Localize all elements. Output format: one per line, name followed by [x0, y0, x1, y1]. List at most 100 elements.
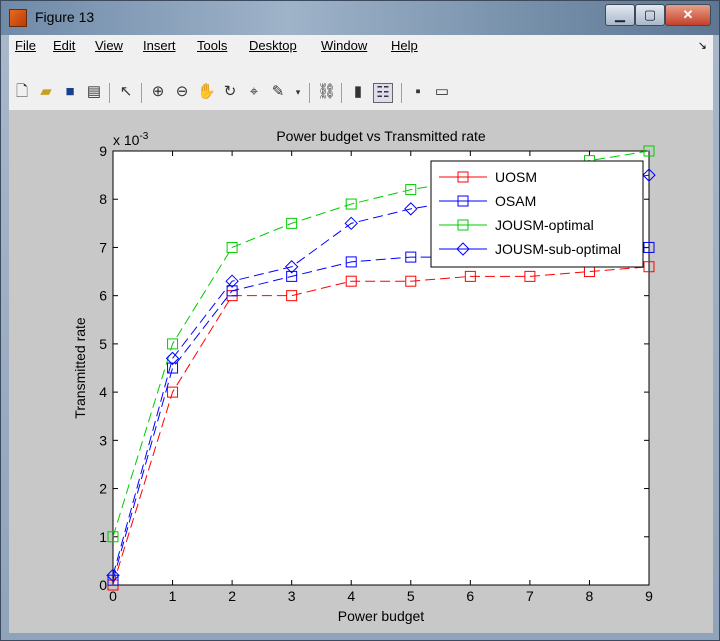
- x-tick-label: 1: [169, 588, 177, 604]
- data-point: [167, 362, 179, 374]
- chart-title: Power budget vs Transmitted rate: [276, 128, 486, 144]
- new-figure-icon[interactable]: 🗋: [15, 83, 29, 100]
- menu-desktop[interactable]: Desktop: [249, 38, 297, 53]
- save-icon[interactable]: ■: [65, 83, 75, 100]
- menu-tools[interactable]: Tools: [197, 38, 227, 53]
- close-button[interactable]: ✕: [665, 4, 711, 26]
- menu-tools-label: Tools: [197, 38, 228, 53]
- print-icon[interactable]: ▤: [86, 83, 102, 100]
- data-point: [106, 568, 120, 583]
- data-point: [345, 275, 357, 287]
- title-bar[interactable]: Figure 13 ▁ ▢ ✕: [1, 1, 719, 35]
- data-point: [643, 261, 655, 273]
- y-tick-label: 2: [99, 481, 107, 497]
- x-axis-label: Power budget: [338, 608, 425, 624]
- menu-overflow-icon[interactable]: ↘: [697, 40, 707, 52]
- zoom-out-icon[interactable]: ⊖: [175, 83, 189, 100]
- minimize-button[interactable]: ▁: [605, 4, 635, 26]
- x-tick-label: 8: [586, 588, 594, 604]
- data-point: [464, 270, 476, 282]
- menu-edit[interactable]: Edit: [53, 38, 75, 53]
- data-point: [226, 241, 238, 253]
- data-cursor-icon[interactable]: ⌖: [249, 83, 259, 100]
- legend-marker: [457, 219, 469, 231]
- data-point: [344, 216, 358, 231]
- rotate-3d-icon[interactable]: ↻: [223, 83, 237, 100]
- toolbar-separator: [141, 83, 142, 103]
- legend-marker: [457, 195, 469, 207]
- data-point: [405, 184, 417, 196]
- data-point: [642, 168, 656, 182]
- data-point: [284, 260, 299, 274]
- y-tick-label: 8: [99, 191, 107, 207]
- data-point: [286, 270, 298, 282]
- menu-bar: File Edit View Insert Tools Desktop Wind…: [9, 35, 713, 57]
- y-tick-label: 7: [99, 239, 107, 255]
- data-point: [167, 386, 179, 398]
- data-point: [226, 285, 238, 297]
- colorbar-icon[interactable]: ▮: [353, 83, 363, 100]
- data-point: [643, 145, 655, 157]
- show-plot-tools-icon[interactable]: ▭: [434, 83, 450, 100]
- pan-icon[interactable]: ✋: [197, 83, 216, 100]
- x-tick-label: 6: [466, 588, 474, 604]
- data-point: [286, 290, 298, 302]
- legend-marker: [457, 171, 469, 183]
- minimize-icon: ▁: [615, 7, 625, 22]
- data-point: [524, 270, 536, 282]
- zoom-in-icon[interactable]: ⊕: [151, 83, 165, 100]
- edit-pointer-icon[interactable]: ↖: [119, 83, 133, 100]
- menu-window[interactable]: Window: [321, 38, 367, 53]
- x-tick-label: 4: [347, 588, 355, 604]
- maximize-button[interactable]: ▢: [635, 4, 665, 26]
- legend-marker: [456, 242, 470, 256]
- legend-label: UOSM: [495, 169, 537, 185]
- legend-icon[interactable]: ☷: [373, 83, 393, 103]
- menu-insert[interactable]: Insert: [143, 38, 176, 53]
- matlab-icon: [9, 9, 27, 27]
- data-point: [107, 531, 119, 543]
- y-tick-label: 5: [99, 336, 107, 352]
- x-tick-label: 3: [288, 588, 296, 604]
- menu-help[interactable]: Help: [391, 38, 418, 53]
- menu-window-label: Window: [321, 38, 368, 53]
- toolbar-separator: [309, 83, 310, 103]
- brush-icon[interactable]: ✎: [271, 83, 285, 100]
- data-point: [643, 241, 655, 253]
- x-tick-label: 7: [526, 588, 534, 604]
- menu-desktop-label: Desktop: [249, 38, 297, 53]
- figure-toolbar: 🗋 ▰ ■ ▤ ↖ ⊕ ⊖ ✋ ↻ ⌖ ✎ ▾ ⛓ ▮ ☷ ▪ ▭: [9, 57, 713, 111]
- open-file-icon[interactable]: ▰: [40, 83, 52, 100]
- toolbar-separator: [341, 83, 342, 103]
- link-plot-icon[interactable]: ⛓: [317, 83, 337, 100]
- menu-file-label: File: [15, 38, 36, 53]
- close-icon: ✕: [682, 7, 694, 22]
- y-tick-label: 4: [99, 384, 107, 400]
- series-uosm: [107, 261, 655, 591]
- menu-view[interactable]: View: [95, 38, 123, 53]
- axis-ticks: 0 1 2 3 4 5 6 7 8 9 0 1 2 3 4 5 6 7 8 9: [99, 143, 653, 604]
- hide-plot-tools-icon[interactable]: ▪: [415, 83, 421, 100]
- legend-label: JOUSM-optimal: [495, 217, 594, 233]
- data-point: [286, 217, 298, 229]
- maximize-icon: ▢: [643, 7, 657, 22]
- data-point: [345, 256, 357, 268]
- brush-dropdown-icon[interactable]: ▾: [295, 87, 301, 97]
- line-chart[interactable]: Power budget vs Transmitted rate Power b…: [9, 111, 713, 633]
- menu-file[interactable]: File: [15, 38, 36, 53]
- toolbar-separator: [401, 83, 402, 103]
- data-point: [405, 275, 417, 287]
- x-tick-label: 9: [645, 588, 653, 604]
- toolbar-separator: [109, 83, 110, 103]
- data-point: [345, 198, 357, 210]
- y-tick-label: 1: [99, 529, 107, 545]
- figure-canvas: Power budget vs Transmitted rate Power b…: [9, 111, 713, 633]
- x-tick-label: 5: [407, 588, 415, 604]
- legend[interactable]: UOSM OSAM JOUSM-optimal JOUSM-sub-optimal: [430, 160, 644, 268]
- y-tick-label: 9: [99, 143, 107, 159]
- legend-label: OSAM: [495, 193, 536, 209]
- y-axis-label: Transmitted rate: [72, 317, 88, 419]
- data-point: [167, 338, 179, 350]
- data-point: [405, 251, 417, 263]
